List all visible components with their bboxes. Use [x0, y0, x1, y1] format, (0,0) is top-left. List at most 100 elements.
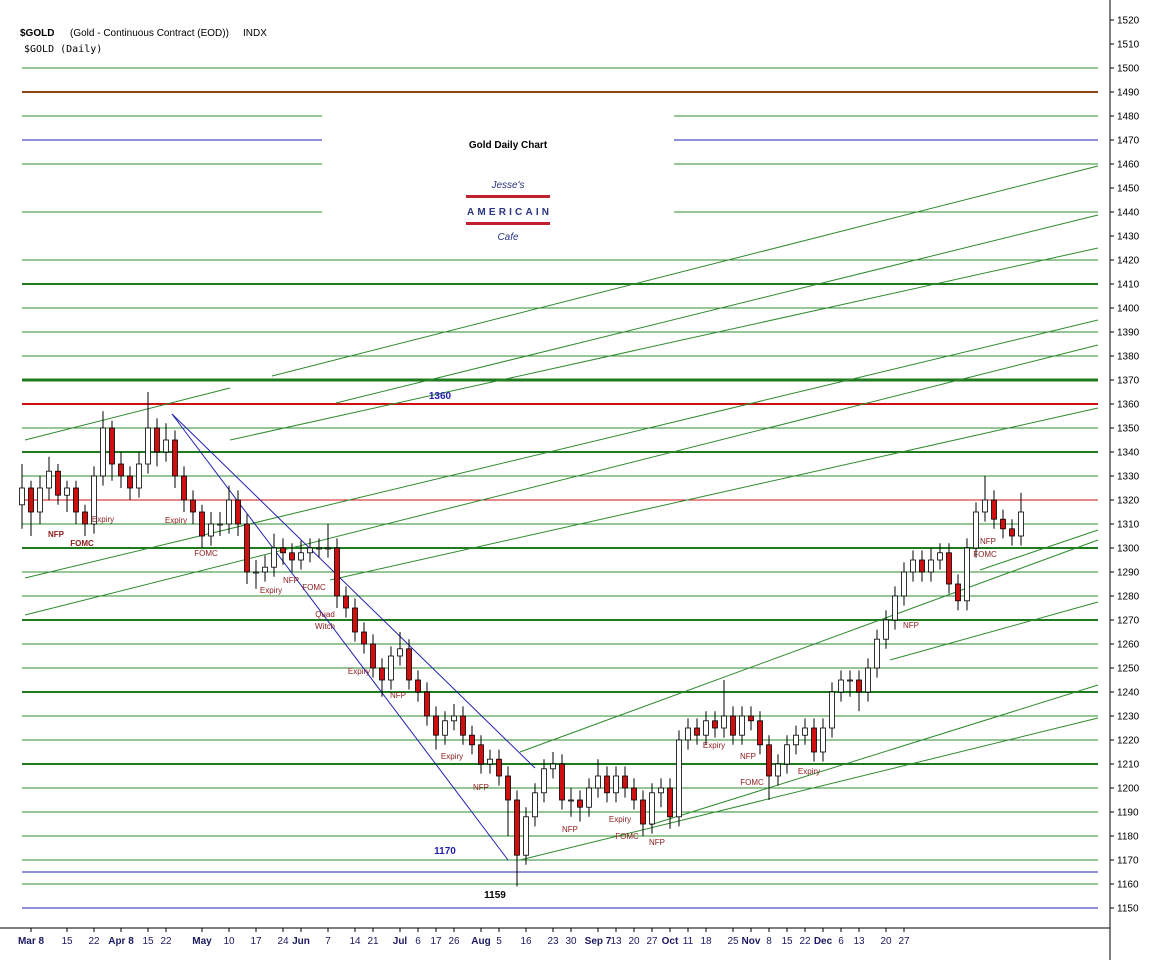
- candle-body: [604, 775, 610, 794]
- x-tick-label: 24: [277, 936, 289, 947]
- y-tick-label: 1300: [1117, 544, 1140, 555]
- x-tick-label: 10: [223, 936, 235, 947]
- candle-body: [730, 715, 736, 736]
- x-tick-label: May: [192, 936, 212, 947]
- annotation: 1170: [434, 846, 456, 857]
- y-tick-label: 1500: [1117, 64, 1140, 75]
- y-tick-label: 1410: [1117, 280, 1140, 291]
- x-tick-label: 16: [520, 936, 532, 947]
- y-tick-label: 1450: [1117, 184, 1140, 195]
- x-tick-label: 21: [367, 936, 379, 947]
- candle-body: [712, 720, 718, 729]
- x-tick-label: 30: [565, 936, 577, 947]
- trend-lines: [24, 165, 1099, 861]
- candle-body: [352, 607, 358, 633]
- logo-top: Jesse's: [490, 180, 524, 191]
- x-tick-label: 22: [799, 936, 811, 947]
- candle-body: [694, 727, 700, 736]
- candle-body: [280, 547, 286, 554]
- candle-body: [388, 655, 394, 681]
- x-tick-label: 7: [325, 936, 331, 947]
- candle-body: [262, 566, 268, 573]
- candle-body: [424, 691, 430, 717]
- candle-body: [190, 499, 196, 513]
- candle-body: [703, 720, 709, 736]
- candle-body: [577, 799, 583, 808]
- candle-body: [982, 499, 988, 513]
- candle-body: [622, 775, 628, 789]
- x-tick-label: Mar 8: [18, 936, 45, 947]
- subtitle: $GOLD (Daily): [24, 44, 102, 55]
- logo-bottom: Cafe: [497, 232, 519, 243]
- x-tick-label: 15: [781, 936, 793, 947]
- candle-body: [289, 552, 295, 561]
- candle-body: [613, 775, 619, 794]
- candle-body: [442, 720, 448, 736]
- candle-body: [676, 739, 682, 818]
- y-tick-label: 1210: [1117, 760, 1140, 771]
- candle-body: [847, 679, 853, 682]
- x-tick-label: 15: [61, 936, 73, 947]
- candle-body: [487, 758, 493, 765]
- candle-body: [478, 744, 484, 765]
- x-tick-label: 20: [880, 936, 892, 947]
- candle-body: [406, 648, 412, 681]
- annotation: FOMC: [194, 549, 218, 558]
- y-tick-label: 1380: [1117, 352, 1140, 363]
- x-tick-label: 27: [646, 936, 658, 947]
- candle-body: [1009, 528, 1015, 537]
- x-tick-label: Oct: [662, 936, 679, 947]
- x-tick-label: 18: [700, 936, 712, 947]
- candle-body: [973, 511, 979, 549]
- y-tick-label: 1200: [1117, 784, 1140, 795]
- candle-body: [748, 715, 754, 722]
- y-tick-label: 1170: [1117, 856, 1139, 867]
- y-tick-label: 1370: [1117, 376, 1140, 387]
- y-tick-label: 1400: [1117, 304, 1140, 315]
- x-tick-label: 17: [430, 936, 442, 947]
- y-tick-label: 1430: [1117, 232, 1140, 243]
- annotation: Expiry: [703, 741, 725, 750]
- candle-body: [55, 470, 61, 496]
- y-tick-label: 1510: [1117, 40, 1140, 51]
- annotation: Witch: [315, 622, 335, 631]
- y-tick-label: 1280: [1117, 592, 1140, 603]
- candle-body: [397, 648, 403, 657]
- candle-body: [883, 619, 889, 640]
- candle-body: [649, 792, 655, 825]
- annotation: NFP: [390, 691, 406, 700]
- candle-body: [964, 547, 970, 602]
- candle-body: [658, 787, 664, 794]
- candle-body: [154, 427, 160, 453]
- y-tick-label: 1520: [1117, 16, 1140, 27]
- y-tick-label: 1470: [1117, 136, 1140, 147]
- annotation: NFP: [473, 783, 489, 792]
- x-tick-label: Dec: [814, 936, 833, 947]
- y-tick-label: 1160: [1117, 880, 1139, 891]
- annotation: Expiry: [348, 667, 370, 676]
- annotations: 1360 1170 1159 Expiry NFP FOMC Expiry FO…: [48, 391, 997, 901]
- candle-body: [46, 470, 52, 489]
- trend-line: [229, 247, 1099, 441]
- candle-body: [145, 427, 151, 465]
- candle-body: [235, 499, 241, 525]
- y-tick-label: 1360: [1117, 400, 1140, 411]
- candle-body: [208, 523, 214, 537]
- candle-body: [334, 547, 340, 597]
- annotation: Quad: [315, 610, 335, 619]
- candle-body: [37, 487, 43, 513]
- candle-body: [874, 638, 880, 669]
- candle-body: [838, 679, 844, 693]
- candle-body: [343, 595, 349, 609]
- x-tick-label: Aug: [471, 936, 490, 947]
- y-tick-label: 1310: [1117, 520, 1140, 531]
- annotation: FOMC: [302, 583, 326, 592]
- candle-body: [568, 799, 574, 802]
- y-tick-label: 1150: [1117, 904, 1139, 915]
- x-tick-label: 25: [727, 936, 739, 947]
- y-tick-label: 1490: [1117, 88, 1140, 99]
- candle-body: [91, 475, 97, 525]
- candle-body: [1018, 511, 1024, 537]
- candle-body: [172, 439, 178, 477]
- candle-body: [892, 595, 898, 621]
